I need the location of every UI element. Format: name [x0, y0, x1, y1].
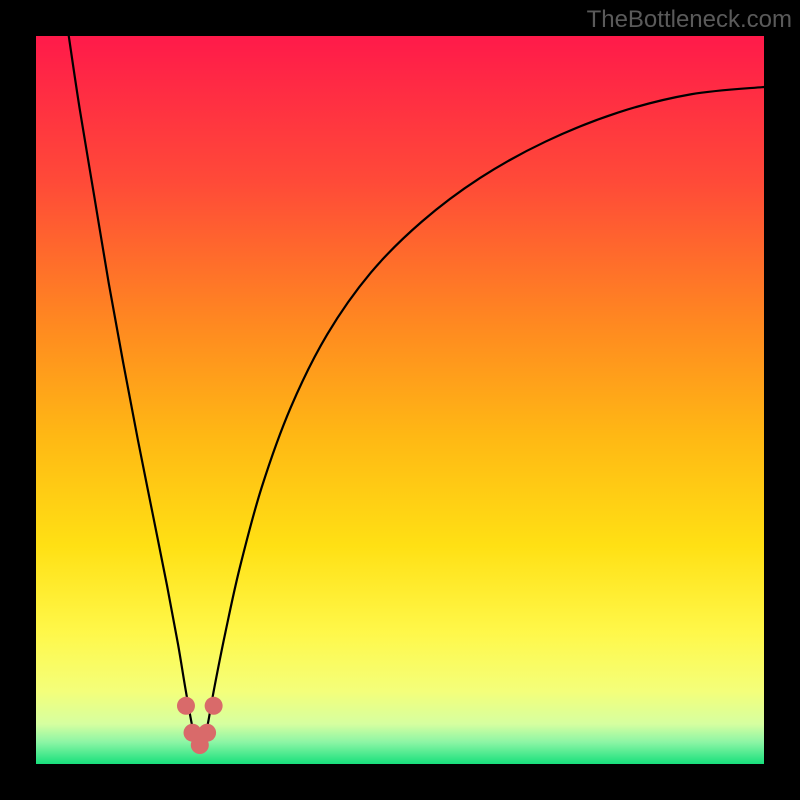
optimal-marker: [177, 697, 195, 715]
optimal-marker: [205, 697, 223, 715]
chart-container: TheBottleneck.com: [0, 0, 800, 800]
plot-area: [36, 36, 764, 764]
curve-layer: [36, 36, 764, 764]
bottleneck-curve: [69, 36, 764, 747]
optimal-marker: [198, 724, 216, 742]
watermark-text: TheBottleneck.com: [587, 6, 792, 34]
